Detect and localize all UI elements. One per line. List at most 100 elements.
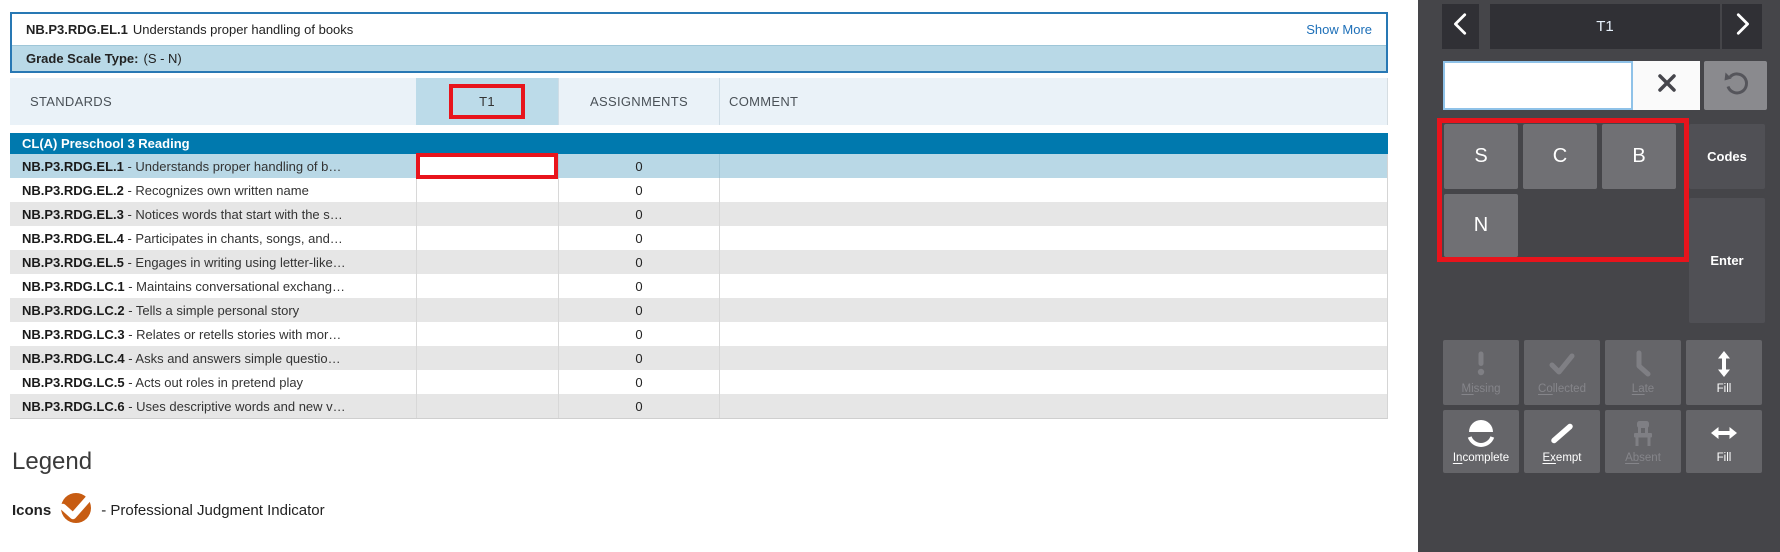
score-cell[interactable] xyxy=(416,370,558,394)
assignments-count: 0 xyxy=(558,370,719,394)
comment-cell[interactable] xyxy=(719,274,1388,298)
standard-description: - Recognizes own written name xyxy=(123,182,309,198)
comment-cell[interactable] xyxy=(719,394,1388,418)
professional-judgment-icon xyxy=(58,490,94,530)
score-cell[interactable] xyxy=(416,346,558,370)
standard-description: - Maintains conversational exchang… xyxy=(124,278,345,294)
grade-key-s[interactable]: S xyxy=(1444,124,1518,189)
standard-code: NB.P3.RDG.EL.5 xyxy=(22,254,124,270)
checkmark-icon xyxy=(1548,350,1576,378)
enter-button[interactable]: Enter xyxy=(1689,198,1765,323)
score-cell[interactable] xyxy=(416,178,558,202)
standard-cell: NB.P3.RDG.LC.5 - Acts out roles in prete… xyxy=(10,370,416,394)
comment-cell[interactable] xyxy=(719,154,1388,178)
standard-code: NB.P3.RDG.EL.1 xyxy=(26,22,128,37)
assignments-count: 0 xyxy=(558,178,719,202)
grade-key-c[interactable]: C xyxy=(1523,124,1597,189)
grade-scale-value: (S - N) xyxy=(143,51,182,66)
tool-label: Fill xyxy=(1716,383,1732,395)
table-row[interactable]: NB.P3.RDG.LC.6 - Uses descriptive words … xyxy=(10,394,1387,418)
close-icon xyxy=(1654,70,1680,101)
table-row[interactable]: NB.P3.RDG.LC.2 - Tells a simple personal… xyxy=(10,298,1387,322)
score-cell[interactable] xyxy=(416,202,558,226)
score-cell[interactable] xyxy=(416,394,558,418)
score-cell[interactable] xyxy=(416,250,558,274)
assignments-count: 0 xyxy=(558,274,719,298)
table-row[interactable]: NB.P3.RDG.EL.4 - Participates in chants,… xyxy=(10,226,1387,250)
clear-score-button[interactable] xyxy=(1633,61,1700,110)
table-row[interactable]: NB.P3.RDG.EL.2 - Recognizes own written … xyxy=(10,178,1387,202)
tool-label: Collected xyxy=(1538,383,1586,395)
score-cell[interactable] xyxy=(416,322,558,346)
grade-key-n[interactable]: N xyxy=(1444,194,1518,257)
active-score-cell[interactable] xyxy=(416,153,558,179)
assignments-count: 0 xyxy=(558,298,719,322)
absent-button[interactable]: Absent xyxy=(1605,410,1681,473)
fill-horizontal-button[interactable]: Fill xyxy=(1686,410,1762,473)
assignments-count: 0 xyxy=(558,394,719,418)
column-header-t1[interactable]: T1 xyxy=(416,78,558,125)
standard-cell: NB.P3.RDG.EL.4 - Participates in chants,… xyxy=(10,226,416,250)
standard-code: NB.P3.RDG.EL.4 xyxy=(22,230,124,246)
table-row[interactable]: NB.P3.RDG.EL.3 - Notices words that star… xyxy=(10,202,1387,226)
comment-cell[interactable] xyxy=(719,346,1388,370)
standard-cell: NB.P3.RDG.EL.1 - Understands proper hand… xyxy=(10,154,416,178)
comment-cell[interactable] xyxy=(719,298,1388,322)
next-term-button[interactable] xyxy=(1722,4,1762,49)
score-cell[interactable] xyxy=(416,298,558,322)
arrow-horizontal-icon xyxy=(1710,419,1738,447)
grade-key-b[interactable]: B xyxy=(1602,124,1676,189)
tool-label: Incomplete xyxy=(1452,452,1510,464)
standard-cell: NB.P3.RDG.LC.1 - Maintains conversationa… xyxy=(10,274,416,298)
score-input[interactable] xyxy=(1443,61,1633,110)
tool-label: Exempt xyxy=(1542,452,1582,464)
table-row[interactable]: NB.P3.RDG.LC.1 - Maintains conversationa… xyxy=(10,274,1387,298)
standard-header-box: NB.P3.RDG.EL.1 Understands proper handli… xyxy=(10,12,1388,73)
standard-description: - Engages in writing using letter-like… xyxy=(123,254,346,270)
table-row[interactable]: NB.P3.RDG.EL.1 - Understands proper hand… xyxy=(10,153,1388,179)
comment-cell[interactable] xyxy=(719,370,1388,394)
late-button[interactable]: Late xyxy=(1605,340,1681,405)
comment-cell[interactable] xyxy=(719,226,1388,250)
table-header: STANDARDS T1 ASSIGNMENTS COMMENT xyxy=(10,78,1388,125)
standard-code: NB.P3.RDG.LC.6 xyxy=(22,398,125,414)
table-row[interactable]: NB.P3.RDG.EL.5 - Engages in writing usin… xyxy=(10,250,1387,274)
legend-pji-text: - Professional Judgment Indicator xyxy=(101,501,325,519)
collected-button[interactable]: Collected xyxy=(1524,340,1600,405)
incomplete-button[interactable]: Incomplete xyxy=(1443,410,1519,473)
standard-description: - Participates in chants, songs, and… xyxy=(123,230,343,246)
standard-cell: NB.P3.RDG.LC.2 - Tells a simple personal… xyxy=(10,298,416,322)
term-selector[interactable]: T1 xyxy=(1490,4,1720,49)
standard-code: NB.P3.RDG.LC.2 xyxy=(22,302,125,318)
score-cell[interactable] xyxy=(416,226,558,250)
selected-column-highlight: T1 xyxy=(449,84,525,119)
undo-button[interactable] xyxy=(1704,61,1767,110)
show-more-link[interactable]: Show More xyxy=(1306,22,1372,37)
standards-group-header: CL(A) Preschool 3 Reading xyxy=(10,133,1388,154)
fill-vertical-button[interactable]: Fill xyxy=(1686,340,1762,405)
chevron-left-icon xyxy=(1448,10,1474,43)
standard-code: NB.P3.RDG.EL.3 xyxy=(22,206,124,222)
exempt-button[interactable]: Exempt xyxy=(1524,410,1600,473)
table-row[interactable]: NB.P3.RDG.LC.4 - Asks and answers simple… xyxy=(10,346,1387,370)
tool-label: Absent xyxy=(1625,452,1661,464)
score-cell[interactable] xyxy=(416,274,558,298)
previous-term-button[interactable] xyxy=(1442,4,1479,49)
comment-cell[interactable] xyxy=(719,178,1388,202)
standard-code: NB.P3.RDG.EL.1 xyxy=(22,158,124,174)
incomplete-circle-icon xyxy=(1467,419,1495,447)
codes-button[interactable]: Codes xyxy=(1689,124,1765,189)
table-row[interactable]: NB.P3.RDG.LC.5 - Acts out roles in prete… xyxy=(10,370,1387,394)
standard-code: NB.P3.RDG.LC.5 xyxy=(22,374,125,390)
comment-cell[interactable] xyxy=(719,202,1388,226)
comment-cell[interactable] xyxy=(719,250,1388,274)
standard-description: - Relates or retells stories with mor… xyxy=(124,326,342,342)
missing-button[interactable]: Missing xyxy=(1443,340,1519,405)
comment-cell[interactable] xyxy=(719,322,1388,346)
tool-label: Late xyxy=(1631,383,1655,395)
table-row[interactable]: NB.P3.RDG.LC.3 - Relates or retells stor… xyxy=(10,322,1387,346)
assignments-count: 0 xyxy=(558,226,719,250)
